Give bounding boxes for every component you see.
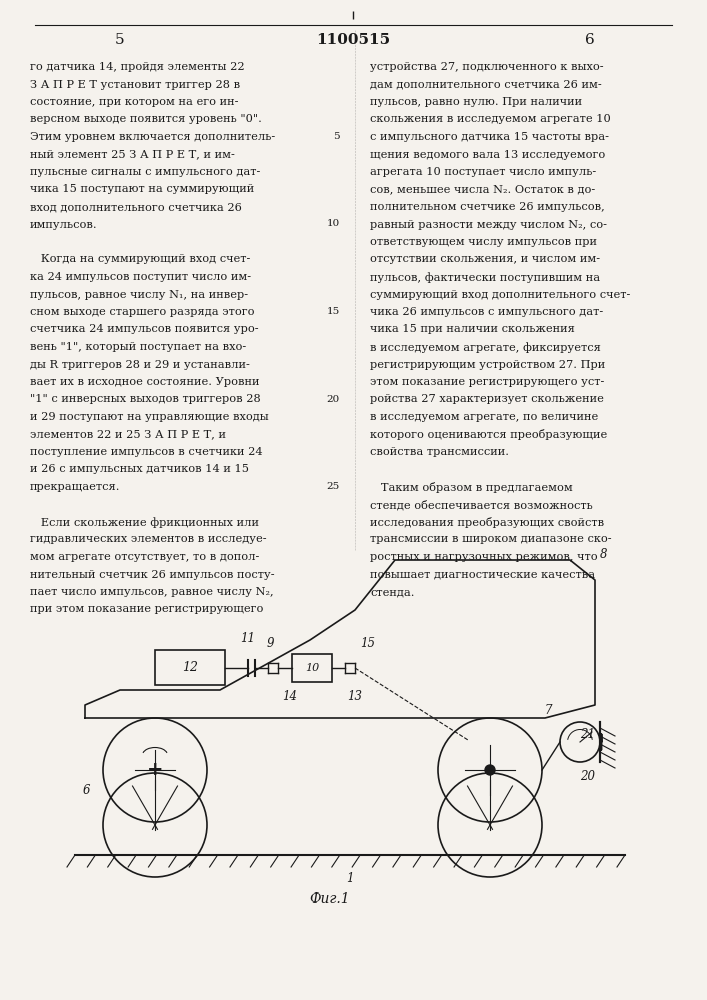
Text: 11: 11 xyxy=(240,632,255,645)
Text: в исследуемом агрегате, по величине: в исследуемом агрегате, по величине xyxy=(370,412,598,422)
Text: отсутствии скольжения, и числом им-: отсутствии скольжения, и числом им- xyxy=(370,254,600,264)
Text: поступление импульсов в счетчики 24: поступление импульсов в счетчики 24 xyxy=(30,447,262,457)
Text: 6: 6 xyxy=(585,33,595,47)
Text: равный разности между числом N₂, со-: равный разности между числом N₂, со- xyxy=(370,220,607,230)
Text: сном выходе старшего разряда этого: сном выходе старшего разряда этого xyxy=(30,307,255,317)
Text: 9: 9 xyxy=(267,637,274,650)
Text: и 29 поступают на управляющие входы: и 29 поступают на управляющие входы xyxy=(30,412,269,422)
Text: исследования преобразующих свойств: исследования преобразующих свойств xyxy=(370,517,604,528)
Text: при этом показание регистрирующего: при этом показание регистрирующего xyxy=(30,604,264,614)
Text: трансмиссии в широком диапазоне ско-: трансмиссии в широком диапазоне ско- xyxy=(370,534,612,544)
Text: счетчика 24 импульсов появится уро-: счетчика 24 импульсов появится уро- xyxy=(30,324,259,334)
Text: вход дополнительного счетчика 26: вход дополнительного счетчика 26 xyxy=(30,202,242,212)
Text: и 26 с импульсных датчиков 14 и 15: и 26 с импульсных датчиков 14 и 15 xyxy=(30,464,249,475)
Text: вень "1", который поступает на вхо-: вень "1", который поступает на вхо- xyxy=(30,342,246,352)
Text: ка 24 импульсов поступит число им-: ка 24 импульсов поступит число им- xyxy=(30,272,251,282)
Text: чика 26 импульсов с импульсного дат-: чика 26 импульсов с импульсного дат- xyxy=(370,307,603,317)
Text: 1: 1 xyxy=(346,872,354,885)
Text: 8: 8 xyxy=(600,548,607,562)
Text: ответствующем числу импульсов при: ответствующем числу импульсов при xyxy=(370,237,597,247)
Text: пульсные сигналы с импульсного дат-: пульсные сигналы с импульсного дат- xyxy=(30,167,260,177)
Text: сов, меньшее числа N₂. Остаток в до-: сов, меньшее числа N₂. Остаток в до- xyxy=(370,184,595,194)
Text: скольжения в исследуемом агрегате 10: скольжения в исследуемом агрегате 10 xyxy=(370,114,611,124)
Bar xyxy=(155,650,225,685)
Text: 13: 13 xyxy=(348,690,363,703)
Text: 5: 5 xyxy=(115,33,125,47)
Text: 21: 21 xyxy=(580,728,595,742)
Text: Этим уровнем включается дополнитель-: Этим уровнем включается дополнитель- xyxy=(30,132,275,142)
Text: мом агрегате отсутствует, то в допол-: мом агрегате отсутствует, то в допол- xyxy=(30,552,259,562)
Text: пульсов, равное числу N₁, на инвер-: пульсов, равное числу N₁, на инвер- xyxy=(30,290,248,300)
Text: Фиг.1: Фиг.1 xyxy=(310,892,350,906)
Text: свойства трансмиссии.: свойства трансмиссии. xyxy=(370,447,509,457)
Text: нительный счетчик 26 импульсов посту-: нительный счетчик 26 импульсов посту- xyxy=(30,570,274,580)
Text: 15: 15 xyxy=(327,307,340,316)
Text: этом показание регистрирующего уст-: этом показание регистрирующего уст- xyxy=(370,377,604,387)
Text: 12: 12 xyxy=(182,661,198,674)
Text: 20: 20 xyxy=(580,770,595,783)
Text: стенда.: стенда. xyxy=(370,587,414,597)
Text: 7: 7 xyxy=(545,704,552,716)
Text: 20: 20 xyxy=(327,394,340,403)
Text: устройства 27, подключенного к выхо-: устройства 27, подключенного к выхо- xyxy=(370,62,604,72)
Text: 1100515: 1100515 xyxy=(316,33,390,47)
Text: которого оцениваются преобразующие: которого оцениваются преобразующие xyxy=(370,430,607,440)
Text: З А П Р Е Т установит триггер 28 в: З А П Р Е Т установит триггер 28 в xyxy=(30,80,240,90)
Text: агрегата 10 поступает число импуль-: агрегата 10 поступает число импуль- xyxy=(370,167,596,177)
Text: 6: 6 xyxy=(83,784,90,796)
Text: щения ведомого вала 13 исследуемого: щения ведомого вала 13 исследуемого xyxy=(370,149,605,159)
Text: суммирующий вход дополнительного счет-: суммирующий вход дополнительного счет- xyxy=(370,290,631,300)
Text: версном выходе появится уровень "0".: версном выходе появится уровень "0". xyxy=(30,114,262,124)
Text: ды R триггеров 28 и 29 и устанавли-: ды R триггеров 28 и 29 и устанавли- xyxy=(30,360,250,369)
Text: регистрирующим устройством 27. При: регистрирующим устройством 27. При xyxy=(370,360,605,369)
Text: полнительном счетчике 26 импульсов,: полнительном счетчике 26 импульсов, xyxy=(370,202,604,212)
Text: пульсов, фактически поступившим на: пульсов, фактически поступившим на xyxy=(370,272,600,283)
Circle shape xyxy=(485,765,495,775)
Text: чика 15 поступают на суммирующий: чика 15 поступают на суммирующий xyxy=(30,184,255,194)
Text: Если скольжение фрикционных или: Если скольжение фрикционных или xyxy=(30,517,259,528)
Text: чика 15 при наличии скольжения: чика 15 при наличии скольжения xyxy=(370,324,575,334)
Text: прекращается.: прекращается. xyxy=(30,482,120,492)
Text: Таким образом в предлагаемом: Таким образом в предлагаемом xyxy=(370,482,573,493)
Text: Когда на суммирующий вход счет-: Когда на суммирующий вход счет- xyxy=(30,254,250,264)
Text: 25: 25 xyxy=(327,482,340,491)
Text: гидравлических элементов в исследуе-: гидравлических элементов в исследуе- xyxy=(30,534,267,544)
Bar xyxy=(292,654,332,682)
Text: го датчика 14, пройдя элементы 22: го датчика 14, пройдя элементы 22 xyxy=(30,62,245,72)
Text: с импульсного датчика 15 частоты вра-: с импульсного датчика 15 частоты вра- xyxy=(370,132,609,142)
Text: пульсов, равно нулю. При наличии: пульсов, равно нулю. При наличии xyxy=(370,97,582,107)
Text: ростных и нагрузочных режимов, что: ростных и нагрузочных режимов, что xyxy=(370,552,597,562)
Text: элементов 22 и 25 З А П Р Е Т, и: элементов 22 и 25 З А П Р Е Т, и xyxy=(30,430,226,440)
Text: "1" с инверсных выходов триггеров 28: "1" с инверсных выходов триггеров 28 xyxy=(30,394,261,404)
Text: +: + xyxy=(147,761,163,779)
Text: вает их в исходное состояние. Уровни: вает их в исходное состояние. Уровни xyxy=(30,377,259,387)
Text: дам дополнительного счетчика 26 им-: дам дополнительного счетчика 26 им- xyxy=(370,80,602,90)
Text: ный элемент 25 З А П Р Е Т, и им-: ный элемент 25 З А П Р Е Т, и им- xyxy=(30,149,235,159)
Text: пает число импульсов, равное числу N₂,: пает число импульсов, равное числу N₂, xyxy=(30,587,274,597)
Text: стенде обеспечивается возможность: стенде обеспечивается возможность xyxy=(370,499,592,510)
Text: состояние, при котором на его ин-: состояние, при котором на его ин- xyxy=(30,97,238,107)
Text: повышает диагностические качества: повышает диагностические качества xyxy=(370,570,595,580)
Text: импульсов.: импульсов. xyxy=(30,220,98,230)
Text: 5: 5 xyxy=(334,132,340,141)
Text: 15: 15 xyxy=(360,637,375,650)
Text: 14: 14 xyxy=(283,690,298,703)
Text: ройства 27 характеризует скольжение: ройства 27 характеризует скольжение xyxy=(370,394,604,404)
Text: 10: 10 xyxy=(305,663,319,673)
Text: 10: 10 xyxy=(327,220,340,229)
Text: в исследуемом агрегате, фиксируется: в исследуемом агрегате, фиксируется xyxy=(370,342,601,353)
